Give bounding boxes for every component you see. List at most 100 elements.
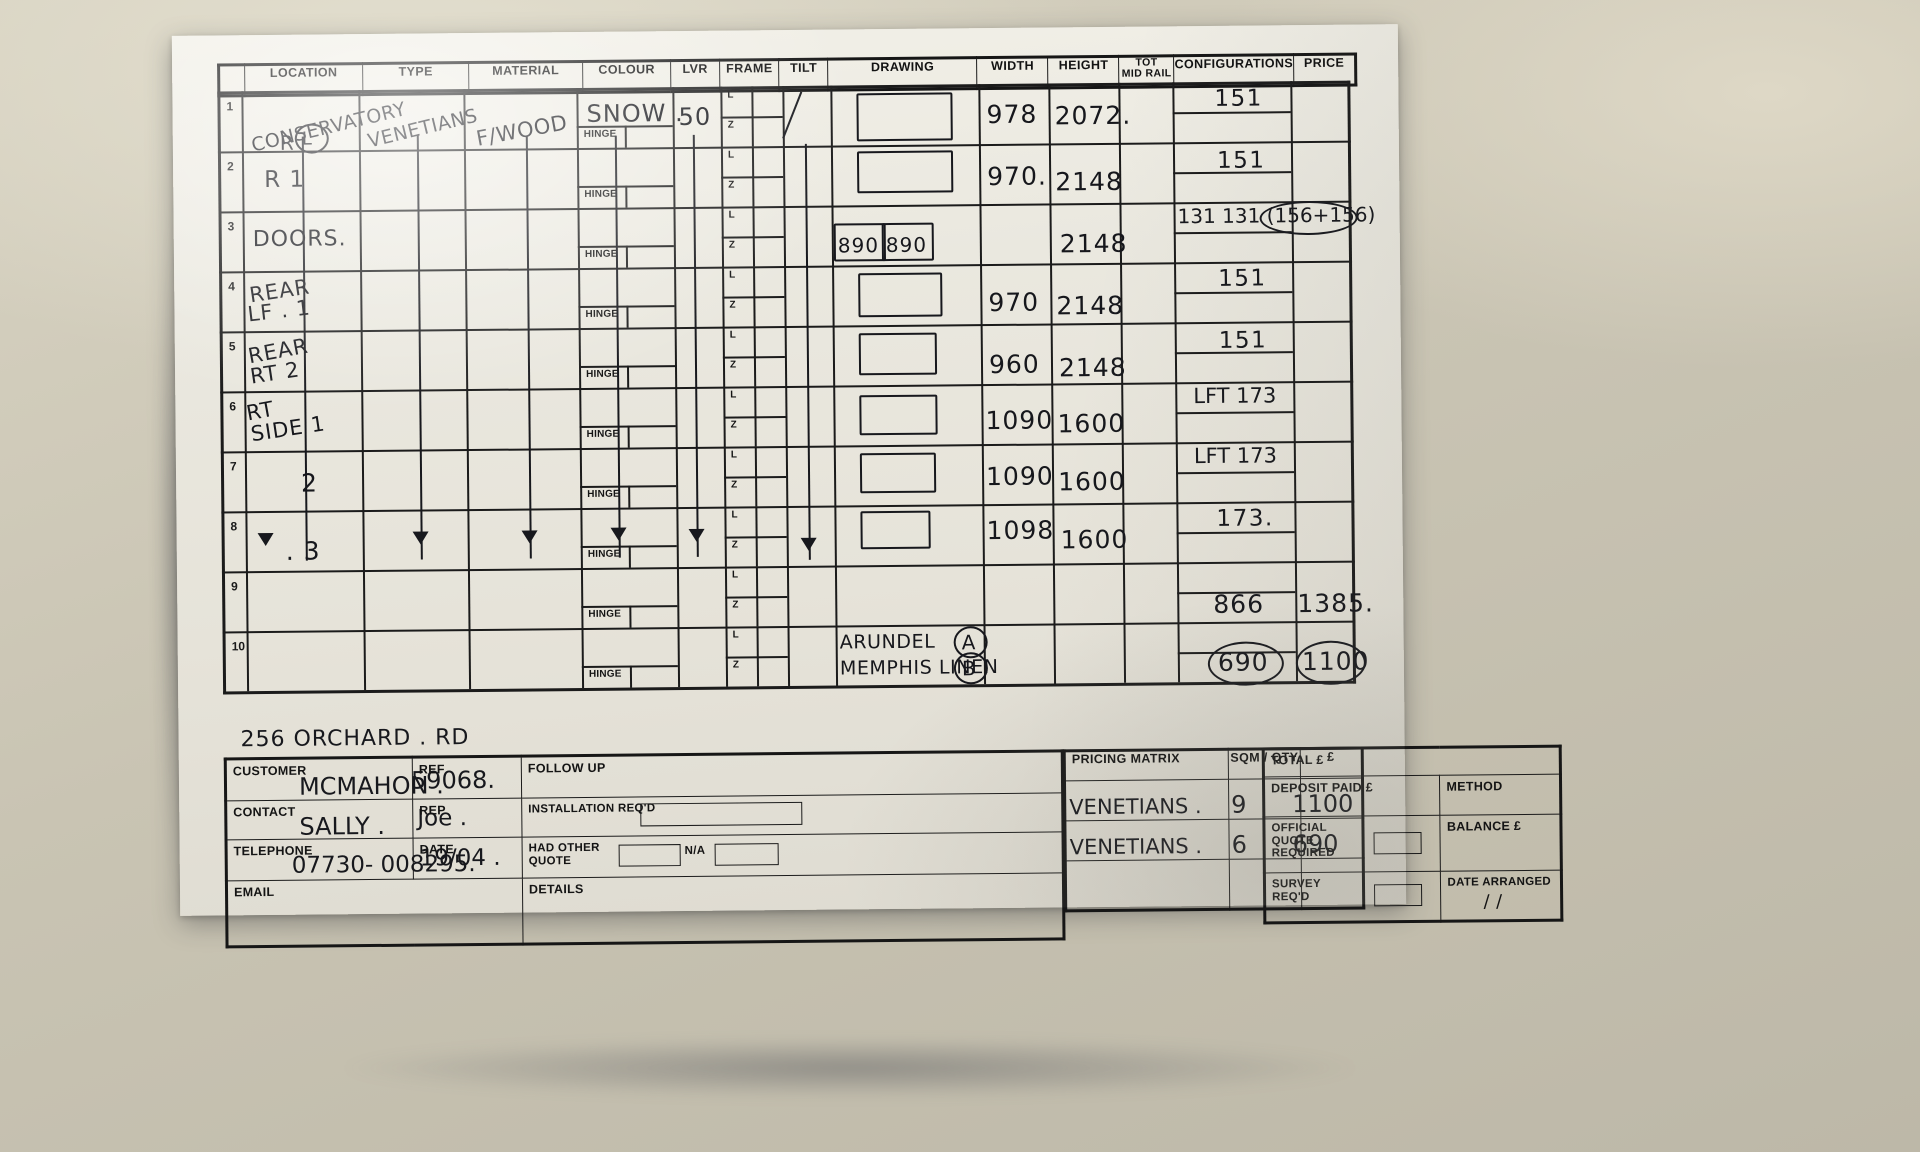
contact-cell[interactable]: CONTACT bbox=[225, 799, 414, 840]
date-cell[interactable]: DATE bbox=[413, 837, 523, 880]
grid-line bbox=[463, 89, 471, 690]
grid-line bbox=[672, 87, 680, 688]
header-material: MATERIAL bbox=[468, 61, 583, 94]
rep-cell[interactable]: REP bbox=[412, 798, 523, 839]
balance-cell[interactable]: BALANCE £ bbox=[1440, 814, 1562, 872]
deposit-row: DEPOSIT PAID £ METHOD bbox=[1263, 774, 1561, 817]
drawing-box-2 bbox=[856, 150, 954, 194]
config-10-circle bbox=[1207, 641, 1285, 686]
drawing-box-6 bbox=[859, 394, 938, 436]
cell-width-6: 1090 bbox=[985, 405, 1054, 436]
header-type: TYPE bbox=[362, 62, 469, 95]
na-label: N/A bbox=[684, 844, 706, 858]
grid-line bbox=[1173, 231, 1292, 234]
ditto-line-type bbox=[416, 135, 423, 560]
drawing-box-4 bbox=[858, 272, 943, 318]
had-other-quote-input[interactable] bbox=[618, 844, 681, 867]
deposit-cell[interactable]: DEPOSIT PAID £ bbox=[1263, 775, 1441, 817]
cell-config-5: 151 bbox=[1218, 327, 1268, 354]
header-lvr: LVR bbox=[670, 60, 720, 92]
ditto-line-tilt bbox=[804, 143, 811, 560]
cell-width-2: 970. bbox=[987, 161, 1048, 192]
drawing-box-1 bbox=[856, 92, 953, 142]
total-row: TOTAL £ bbox=[1263, 746, 1561, 777]
grid-line bbox=[581, 665, 678, 668]
frame-z-label: Z bbox=[731, 479, 738, 491]
frame-z-label: Z bbox=[730, 419, 737, 431]
cell-type-1: VENETIANS bbox=[365, 104, 480, 153]
cell-location-5: REAR bbox=[246, 333, 311, 369]
grid-line bbox=[1177, 591, 1296, 594]
official-quote-cell[interactable]: OFFICIAL QUOTE REQUIRED bbox=[1263, 815, 1441, 873]
date-arranged-cell[interactable]: DATE ARRANGED / / bbox=[1440, 870, 1562, 922]
ditto-line-material bbox=[525, 136, 532, 559]
grid-line bbox=[753, 266, 756, 327]
grid-line bbox=[1172, 82, 1180, 683]
ref-cell[interactable]: REF bbox=[412, 756, 522, 800]
drawing-note-3-right: 890 bbox=[885, 232, 928, 258]
ditto-arrow-lvr bbox=[688, 528, 705, 542]
cell-location-7: 2 bbox=[300, 468, 319, 498]
grid-line bbox=[220, 440, 1354, 454]
frame-z-label: Z bbox=[732, 659, 740, 671]
cell-config-10: 690 bbox=[1217, 647, 1269, 677]
cell-colour-1: SNOW . bbox=[586, 98, 684, 128]
cell-config-9: 866 bbox=[1213, 589, 1265, 619]
grid-line bbox=[1118, 82, 1126, 683]
grid-line bbox=[576, 88, 584, 688]
survey-row: SURVEY REQ'D DATE ARRANGED / / bbox=[1264, 870, 1562, 923]
installation-req-cell[interactable]: INSTALLATION REQ'D bbox=[521, 792, 1063, 838]
drawing-box-8 bbox=[860, 510, 931, 550]
grid-line bbox=[578, 365, 676, 368]
telephone-cell[interactable]: TELEPHONE bbox=[226, 838, 414, 881]
pricing-item-3[interactable] bbox=[1065, 859, 1231, 911]
grid-line bbox=[720, 86, 728, 687]
hinge-label: HINGE bbox=[586, 368, 619, 380]
survey-cell[interactable]: SURVEY REQ'D bbox=[1264, 871, 1442, 923]
email-cell[interactable]: EMAIL bbox=[226, 878, 524, 947]
grid-line bbox=[223, 680, 1357, 695]
grid-line bbox=[1175, 411, 1294, 414]
grid-line bbox=[752, 206, 755, 267]
row-number: 10 bbox=[231, 639, 246, 654]
ditto-arrow-type bbox=[412, 531, 429, 545]
hinge-label: HINGE bbox=[585, 308, 619, 320]
totals-table: TOTAL £ DEPOSIT PAID £ METHOD OFFICIAL Q… bbox=[1261, 744, 1564, 925]
grid-line bbox=[577, 245, 674, 248]
drawing-note-10-line1: ARUNDEL bbox=[839, 630, 936, 654]
pricing-item-2[interactable] bbox=[1064, 819, 1230, 861]
na-input[interactable] bbox=[714, 843, 779, 866]
deposit-label: DEPOSIT PAID £ bbox=[1271, 780, 1374, 796]
header-tot-mid-rail-line2: MID RAIL bbox=[1121, 67, 1172, 80]
installation-input[interactable] bbox=[640, 801, 803, 827]
rep-label: REP bbox=[419, 803, 446, 818]
row-number: 4 bbox=[228, 279, 235, 294]
grid-line bbox=[581, 605, 678, 608]
survey-checkbox[interactable] bbox=[1374, 883, 1423, 907]
grid-line bbox=[576, 125, 673, 128]
grid-line bbox=[1173, 171, 1292, 174]
official-quote-checkbox[interactable] bbox=[1373, 831, 1422, 855]
ditto-arrow-colour bbox=[610, 527, 627, 541]
grid-line bbox=[578, 305, 675, 308]
cell-price-10: 1100 bbox=[1301, 646, 1370, 677]
drawing-box-3b bbox=[881, 222, 934, 262]
ref-label: REF bbox=[418, 762, 445, 777]
frame-z-label: Z bbox=[729, 359, 737, 371]
details-cell[interactable]: DETAILS bbox=[522, 872, 1065, 945]
customer-cell[interactable]: CUSTOMER bbox=[225, 757, 413, 801]
contact-label: CONTACT bbox=[233, 804, 296, 820]
drawing-note-10-line2: MEMPHIS LINEN bbox=[839, 655, 999, 680]
had-other-quote-cell[interactable]: HAD OTHER QUOTE N/A bbox=[522, 831, 1064, 879]
frame-l-label: L bbox=[728, 209, 735, 221]
total-cell[interactable]: TOTAL £ bbox=[1263, 746, 1561, 777]
hinge-label: HINGE bbox=[588, 668, 622, 680]
pricing-item-1[interactable] bbox=[1064, 779, 1230, 821]
ditto-line-lvr bbox=[692, 134, 699, 557]
cell-config-1: 151 bbox=[1214, 85, 1263, 112]
hinge-label: HINGE bbox=[587, 548, 621, 560]
frame-z-label: Z bbox=[727, 119, 734, 131]
grid-line bbox=[219, 260, 1353, 274]
method-cell[interactable]: METHOD bbox=[1439, 774, 1561, 816]
header-frame: FRAME bbox=[719, 59, 780, 92]
